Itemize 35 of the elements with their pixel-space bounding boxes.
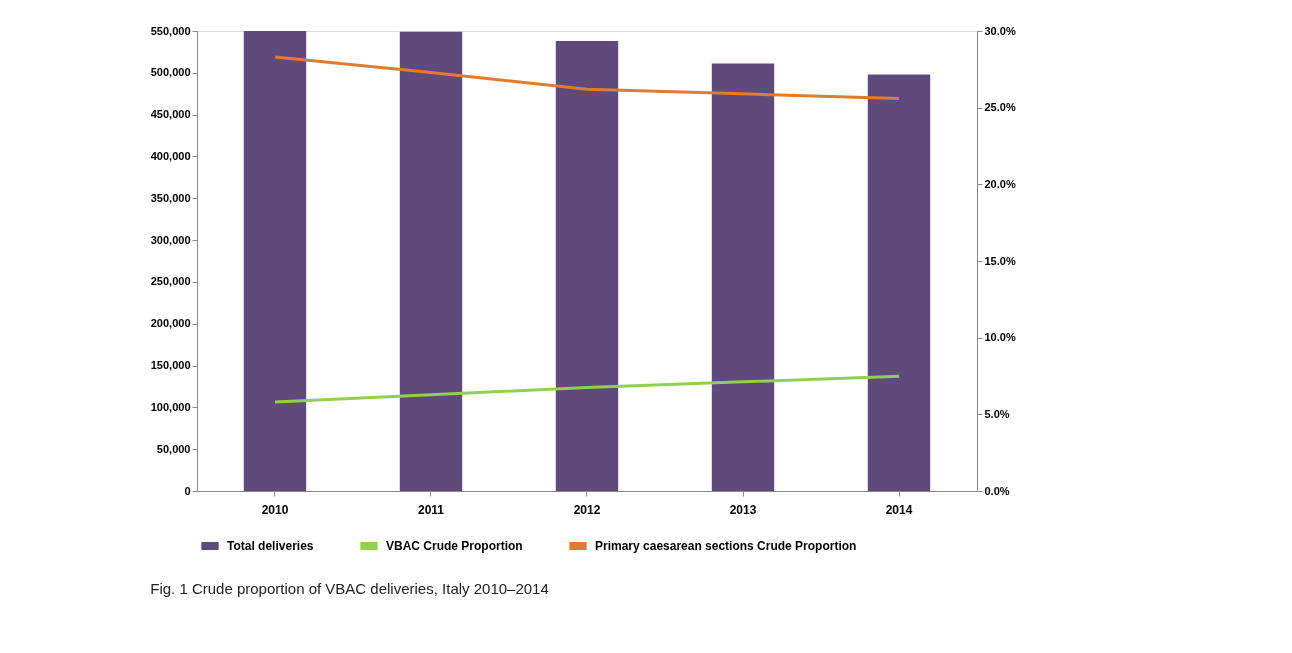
legend-label: VBAC Crude Proportion (386, 539, 523, 553)
bar (399, 31, 463, 491)
y-tick-label: 200,000 (150, 317, 191, 330)
caption: Fig. 1 Crude proportion of VBAC deliveries, Italy 2010–2014 (150, 580, 549, 597)
x-tick-label: 2011 (417, 502, 445, 517)
legend-label: Total deliveries (227, 539, 314, 553)
y2-tick-label: 25.0% (984, 101, 1016, 114)
y2-tick-label: 0.0% (984, 484, 1010, 497)
y-tick-label: 150,000 (150, 359, 191, 372)
y-tick-label: 50,000 (156, 442, 191, 455)
y-tick-label: 100,000 (150, 400, 191, 413)
y2-tick-label: 15.0% (984, 254, 1016, 267)
x-tick-label: 2010 (261, 502, 289, 517)
y-tick-label: 400,000 (150, 149, 191, 162)
y2-tick-label: 5.0% (984, 407, 1010, 420)
y-tick-label: 300,000 (150, 233, 191, 246)
y-tick-label: 500,000 (150, 66, 191, 79)
bar (243, 31, 307, 491)
legend-label: Primary caesarean sections Crude Proportion (595, 539, 857, 553)
y2-tick-label: 20.0% (984, 177, 1016, 190)
y2-tick-label: 30.0% (984, 24, 1016, 37)
y-tick-label: 350,000 (150, 191, 191, 204)
bar (711, 63, 775, 491)
x-tick-label: 2013 (729, 502, 757, 517)
y-tick-label: 550,000 (150, 24, 191, 37)
bar (867, 74, 931, 491)
y-tick-label: 0 (184, 484, 191, 497)
x-tick-label: 2012 (573, 502, 601, 517)
x-tick-label: 2014 (885, 502, 913, 517)
y2-tick-label: 10.0% (984, 331, 1016, 344)
line-series (273, 374, 901, 404)
bar (555, 41, 619, 491)
y-tick-label: 450,000 (150, 108, 191, 121)
line-series (273, 55, 901, 100)
y-tick-label: 250,000 (150, 275, 191, 288)
